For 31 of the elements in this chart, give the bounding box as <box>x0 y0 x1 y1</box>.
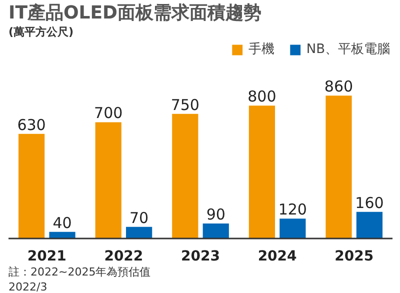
data-label: 160 <box>355 194 384 212</box>
legend-label: 手機 <box>248 41 274 58</box>
bar <box>126 226 152 238</box>
text: 2022/3 <box>8 280 48 293</box>
data-label: 700 <box>94 104 123 122</box>
x-tick-label: 2021 <box>27 248 66 264</box>
bar <box>248 106 275 238</box>
bar <box>49 232 76 238</box>
text: 註：2022~2025年為預估值 <box>8 266 151 278</box>
bar <box>172 114 198 238</box>
data-label: 90 <box>206 206 226 224</box>
chart-subtitle: (萬平方公尺) <box>8 26 74 38</box>
data-label: 630 <box>17 116 46 134</box>
bar <box>326 96 352 238</box>
bar <box>202 224 229 238</box>
data-label: 860 <box>324 78 354 96</box>
bar <box>280 218 306 238</box>
bar <box>95 122 122 238</box>
bar <box>356 212 383 238</box>
data-label: 800 <box>248 88 276 106</box>
x-tick-label: 2025 <box>334 248 374 264</box>
legend-label: NB、平板電腦 <box>306 41 390 58</box>
x-tick-label: 2022 <box>104 248 144 264</box>
x-tick-label: 2024 <box>258 248 298 264</box>
data-label: 120 <box>278 200 307 219</box>
data-label: 70 <box>130 208 149 227</box>
data-label: 750 <box>170 96 200 114</box>
bar <box>18 134 45 238</box>
chart-title: IT產品OLED面板需求面積趨勢 <box>8 2 262 24</box>
x-tick-label: 2023 <box>181 248 220 264</box>
data-label: 40 <box>52 214 72 232</box>
